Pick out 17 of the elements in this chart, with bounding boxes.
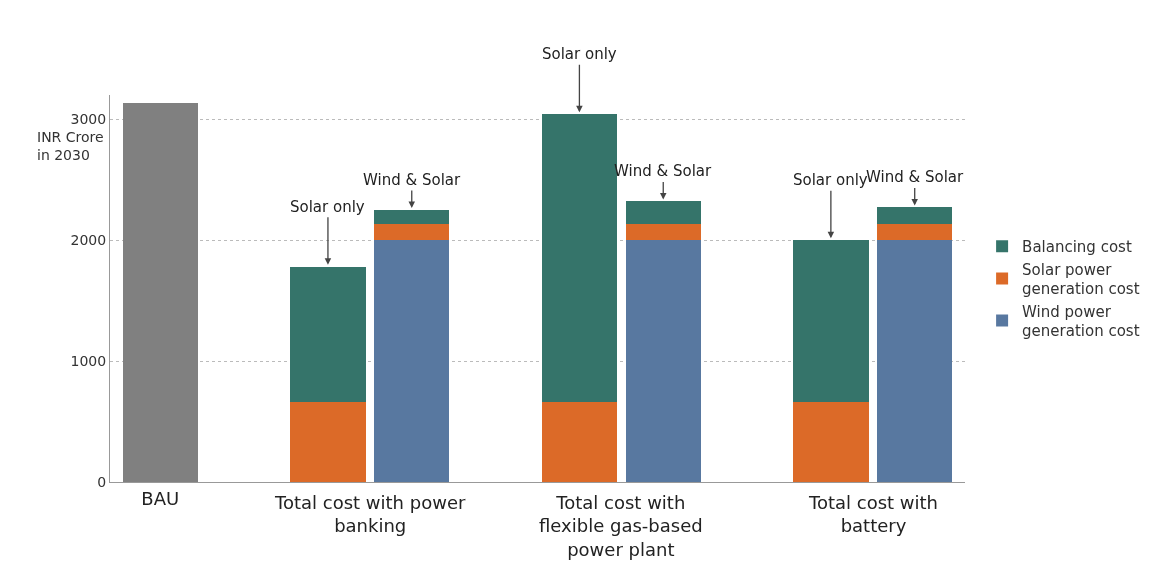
annotation: Wind & Solar xyxy=(866,168,964,186)
x-tick-label: BAU xyxy=(141,487,180,509)
y-tick-label: 2000 xyxy=(70,232,107,249)
text: Total cost with power banking xyxy=(274,492,466,537)
text: Total cost with battery xyxy=(808,492,939,537)
y-axis-title: INR Crore in 2030 xyxy=(37,129,104,164)
text: Total cost with flexible gas-based power plant xyxy=(539,492,703,560)
legend-label: Wind power generation cost xyxy=(1022,302,1140,341)
annotation: Wind & Solar xyxy=(363,171,461,189)
annotation: Solar only xyxy=(290,198,365,216)
y-tick-label: 1000 xyxy=(70,352,107,369)
legend-label: Solar power generation cost xyxy=(1022,260,1140,299)
y-tick-label: 3000 xyxy=(70,111,107,128)
annotation: Solar only xyxy=(542,45,617,63)
legend-label: Balancing cost xyxy=(1022,238,1132,257)
annotation: Solar only xyxy=(793,171,868,189)
y-tick-label: 0 xyxy=(97,473,107,490)
